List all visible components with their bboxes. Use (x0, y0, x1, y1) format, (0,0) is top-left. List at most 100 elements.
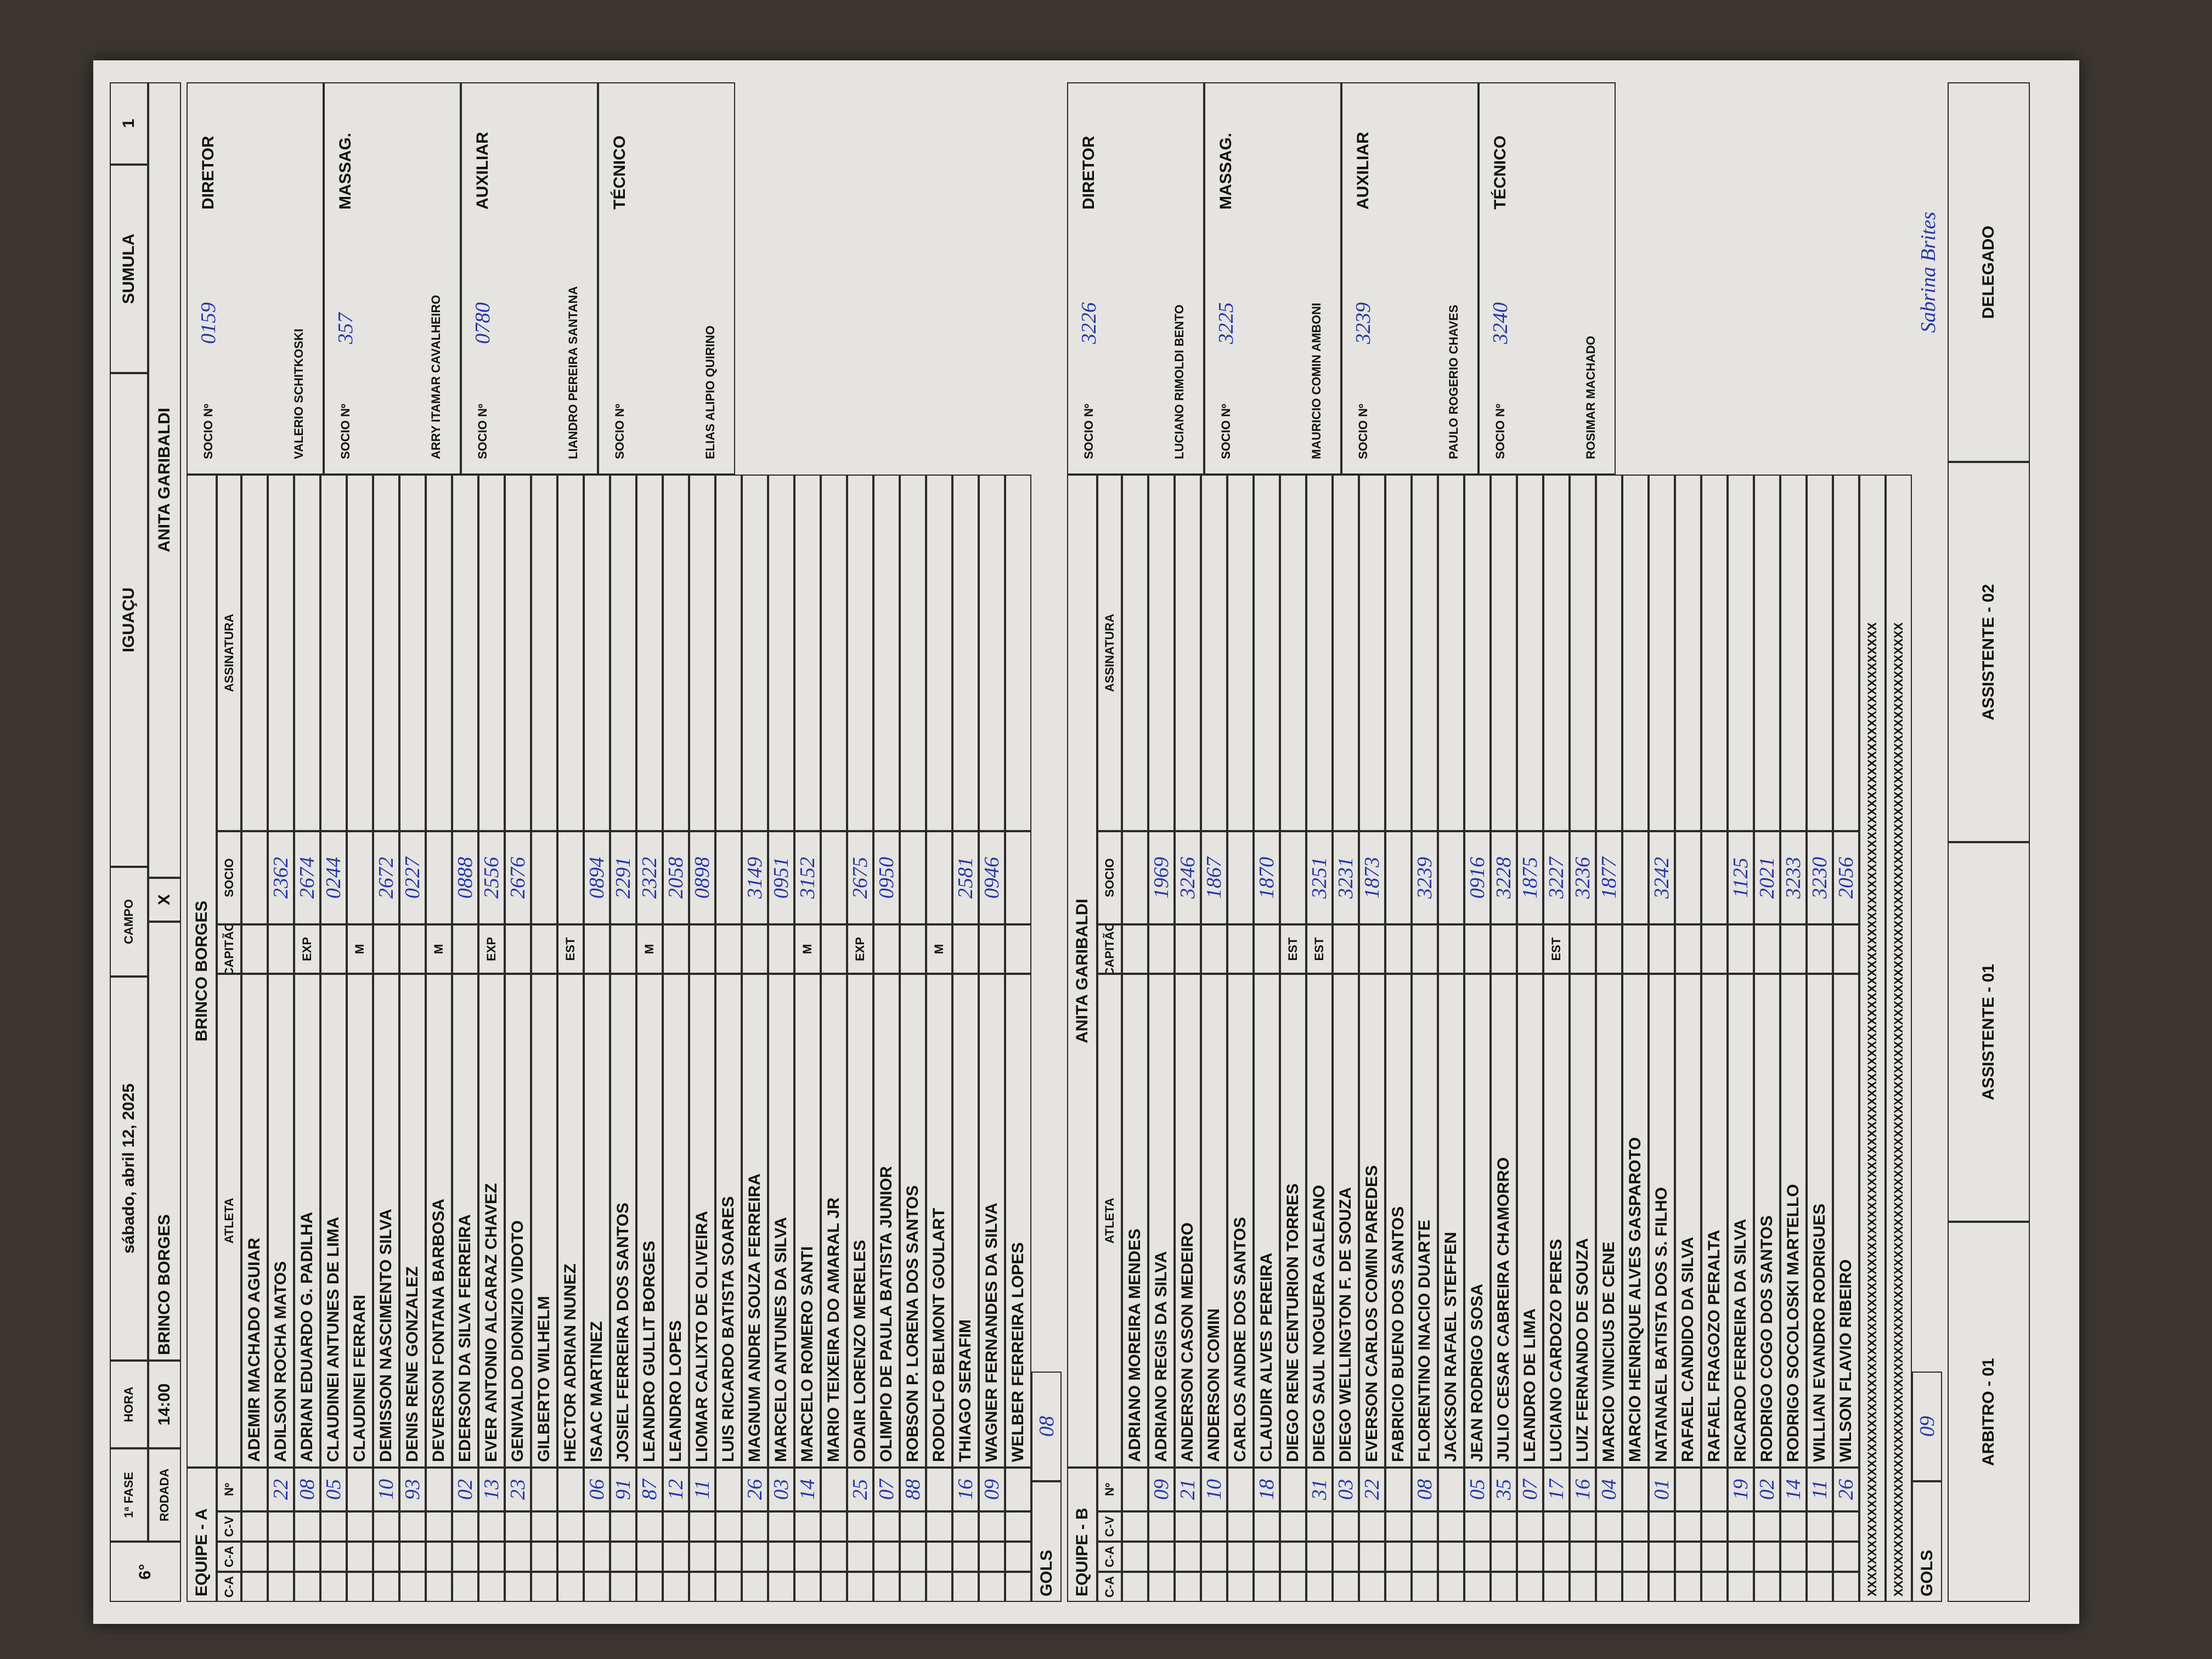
official-assistant-1: ASSISTENTE - 01 (1948, 842, 2030, 1222)
player-name: ADRIANO REGIS DA SILVA (1148, 974, 1175, 1468)
blank-cell (1175, 1511, 1201, 1542)
staff-name: LUCIANO RIMOLDI BENTO (1172, 304, 1186, 459)
blank-cell (1005, 1511, 1031, 1542)
blank-cell (1570, 1542, 1596, 1572)
team-label: EQUIPE - B (1067, 1468, 1097, 1602)
blank-cell (1596, 1572, 1622, 1602)
blank-cell (1780, 1542, 1807, 1572)
player-name: ADRIAN EDUARDO G. PADILHA (294, 974, 320, 1468)
match-sheet: 6° 1ª FASE RODADA HORA 14:00 sábado, abril 12… (93, 60, 2079, 1624)
away-team: ANITA GARIBALDI (148, 82, 181, 878)
blank-cell (1464, 1542, 1491, 1572)
player-name: ANDERSON COMIN (1201, 974, 1227, 1468)
rodada-label: RODADA (148, 1448, 181, 1542)
player-number: 25 (847, 1468, 873, 1511)
blank-cell (241, 1511, 268, 1542)
staff-socio-label: SOCIO Nº (338, 404, 352, 459)
player-socio: 1870 (1254, 831, 1280, 924)
blank-cell (584, 475, 610, 831)
blank-cell (768, 1542, 794, 1572)
blank-cell (1412, 1542, 1438, 1572)
blank-cell (347, 1572, 373, 1602)
blank-cell (505, 475, 531, 831)
blank-cell (873, 475, 900, 831)
blank-cell (426, 1511, 452, 1542)
player-number: 31 (1306, 1468, 1333, 1511)
column-header: SOCIO (1097, 831, 1122, 924)
player-socio: 1969 (1148, 831, 1175, 924)
home-team: BRINCO BORGES (148, 922, 181, 1361)
player-status (1254, 924, 1280, 974)
blank-cell (1227, 1542, 1254, 1572)
player-socio: 0916 (1464, 831, 1491, 924)
player-status (1649, 924, 1675, 974)
blank-cell (1728, 1511, 1754, 1542)
player-socio: 3239 (1412, 831, 1438, 924)
player-status (1701, 924, 1728, 974)
blank-cell (900, 1542, 926, 1572)
blank-cell (742, 475, 768, 831)
player-socio (557, 831, 584, 924)
blank-cell (320, 1511, 347, 1542)
player-number: 22 (1359, 1468, 1385, 1511)
blank-cell (610, 1511, 636, 1542)
player-name: RAFAEL CANDIDO DA SILVA (1675, 974, 1701, 1468)
blank-cell (320, 475, 347, 831)
player-status (873, 924, 900, 974)
blank-cell (584, 1511, 610, 1542)
blank-cell (715, 1572, 742, 1602)
blank-cell (1201, 1542, 1227, 1572)
staff-role: TÉCNICO (1491, 136, 1509, 210)
blank-cell (1780, 475, 1807, 831)
player-name: WELBER FERREIRA LOPES (1005, 974, 1031, 1468)
player-status (689, 924, 715, 974)
player-number: 35 (1491, 1468, 1517, 1511)
blank-cell (1649, 1511, 1675, 1542)
player-status (241, 924, 268, 974)
blank-cell (900, 475, 926, 831)
player-status: EST (1280, 924, 1306, 974)
staff-role: DIRETOR (1080, 136, 1098, 210)
staff-name: PAULO ROGERIO CHAVES (1447, 304, 1460, 459)
player-status (1148, 924, 1175, 974)
blank-cell (1491, 1572, 1517, 1602)
blank-cell (689, 1542, 715, 1572)
player-status (1622, 924, 1649, 974)
player-status (821, 924, 847, 974)
player-status (610, 924, 636, 974)
player-socio: 3227 (1543, 831, 1570, 924)
player-status (452, 924, 478, 974)
blank-cell (1833, 1511, 1859, 1542)
blank-cell (1201, 475, 1227, 831)
blank-cell (478, 475, 505, 831)
player-socio: 2291 (610, 831, 636, 924)
player-name: FABRICIO BUENO DOS SANTOS (1385, 974, 1412, 1468)
staff-role: MASSAG. (1217, 132, 1235, 210)
blank-cell (1491, 1542, 1517, 1572)
player-status (584, 924, 610, 974)
blank-cell (1280, 1572, 1306, 1602)
player-status (1570, 924, 1596, 974)
blank-cell (320, 1542, 347, 1572)
blank-cell (452, 1542, 478, 1572)
player-status: EXP (478, 924, 505, 974)
blank-cell (426, 1572, 452, 1602)
player-status (715, 924, 742, 974)
blank-cell (1570, 1511, 1596, 1542)
player-status: M (794, 924, 821, 974)
player-number: 02 (452, 1468, 478, 1511)
blank-cell (926, 1572, 952, 1602)
blank-cell (1675, 1542, 1701, 1572)
blank-cell (636, 1511, 663, 1542)
blank-cell (1306, 1572, 1333, 1602)
player-number (1122, 1468, 1148, 1511)
column-header: ATLETA (1097, 974, 1122, 1468)
player-number: 88 (900, 1468, 926, 1511)
column-header: C-V (1097, 1511, 1122, 1542)
player-status: EST (1306, 924, 1333, 974)
player-status: M (926, 924, 952, 974)
blank-cell (1675, 1572, 1701, 1602)
player-socio: 0227 (399, 831, 426, 924)
player-status (1675, 924, 1701, 974)
